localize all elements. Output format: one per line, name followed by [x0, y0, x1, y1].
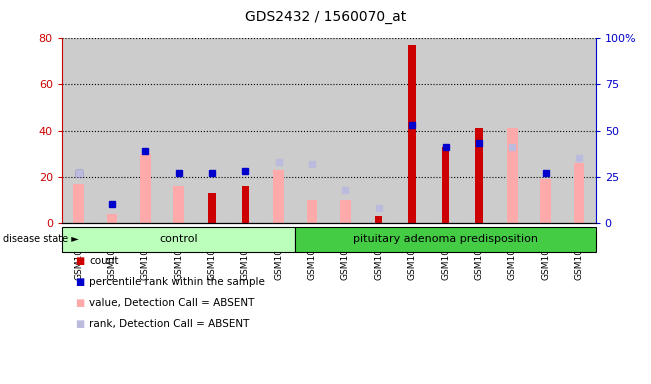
Bar [340, 200, 351, 223]
Bar [296, 227, 596, 252]
Text: ■: ■ [75, 277, 84, 287]
Bar [62, 227, 296, 252]
Bar [107, 214, 117, 223]
Text: control: control [159, 234, 198, 244]
Text: pituitary adenoma predisposition: pituitary adenoma predisposition [353, 234, 538, 244]
Text: rank, Detection Call = ABSENT: rank, Detection Call = ABSENT [89, 319, 249, 329]
Text: value, Detection Call = ABSENT: value, Detection Call = ABSENT [89, 298, 255, 308]
Text: percentile rank within the sample: percentile rank within the sample [89, 277, 265, 287]
Bar [507, 128, 518, 223]
Bar [140, 154, 150, 223]
Bar [442, 147, 449, 223]
Bar [173, 186, 184, 223]
Bar [73, 184, 84, 223]
Text: count: count [89, 256, 118, 266]
Bar [208, 193, 215, 223]
Bar [375, 216, 383, 223]
Bar [273, 170, 284, 223]
Bar [408, 45, 416, 223]
Bar [574, 163, 585, 223]
Bar [475, 128, 482, 223]
Text: disease state ►: disease state ► [3, 234, 79, 244]
Bar [307, 200, 318, 223]
Text: ■: ■ [75, 319, 84, 329]
Text: ■: ■ [75, 298, 84, 308]
Bar [540, 179, 551, 223]
Bar [242, 186, 249, 223]
Text: GDS2432 / 1560070_at: GDS2432 / 1560070_at [245, 10, 406, 23]
Text: ■: ■ [75, 256, 84, 266]
